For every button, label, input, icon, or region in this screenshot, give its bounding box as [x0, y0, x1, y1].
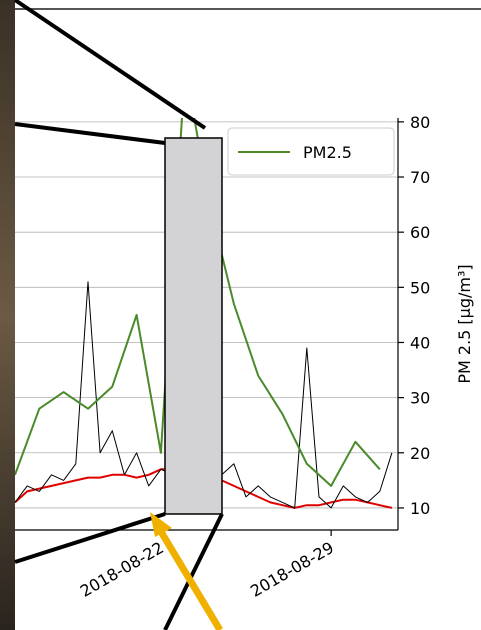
- y-tick-label: 20: [410, 444, 430, 463]
- zoom-line: [15, 124, 165, 143]
- legend-label: PM2.5: [303, 143, 352, 162]
- zoom-box: [165, 138, 222, 514]
- legend: PM2.5: [228, 128, 394, 175]
- zoom-line: [15, 0, 205, 128]
- x-tick-label: 2018-08-29: [247, 538, 337, 601]
- background-photo: [0, 0, 15, 630]
- y-tick-label: 70: [410, 168, 430, 187]
- chart: 10 20 30 40 50 60 70 80 2018-08-22 2018-08-29 PM2.…: [0, 0, 481, 630]
- x-tick-label: 2018-08-22: [77, 538, 167, 601]
- y-tick-label: 60: [410, 223, 430, 242]
- y-tick-label: 10: [410, 499, 430, 518]
- y-tick-label: 50: [410, 278, 430, 297]
- arrow-shaft: [160, 530, 220, 630]
- y-axis-label: PM 2.5 [μg/m³]: [455, 264, 474, 383]
- y-tick-label: 80: [410, 113, 430, 132]
- y-tick-label: 30: [410, 389, 430, 408]
- y-tick-label: 40: [410, 333, 430, 352]
- overlay: [15, 0, 222, 630]
